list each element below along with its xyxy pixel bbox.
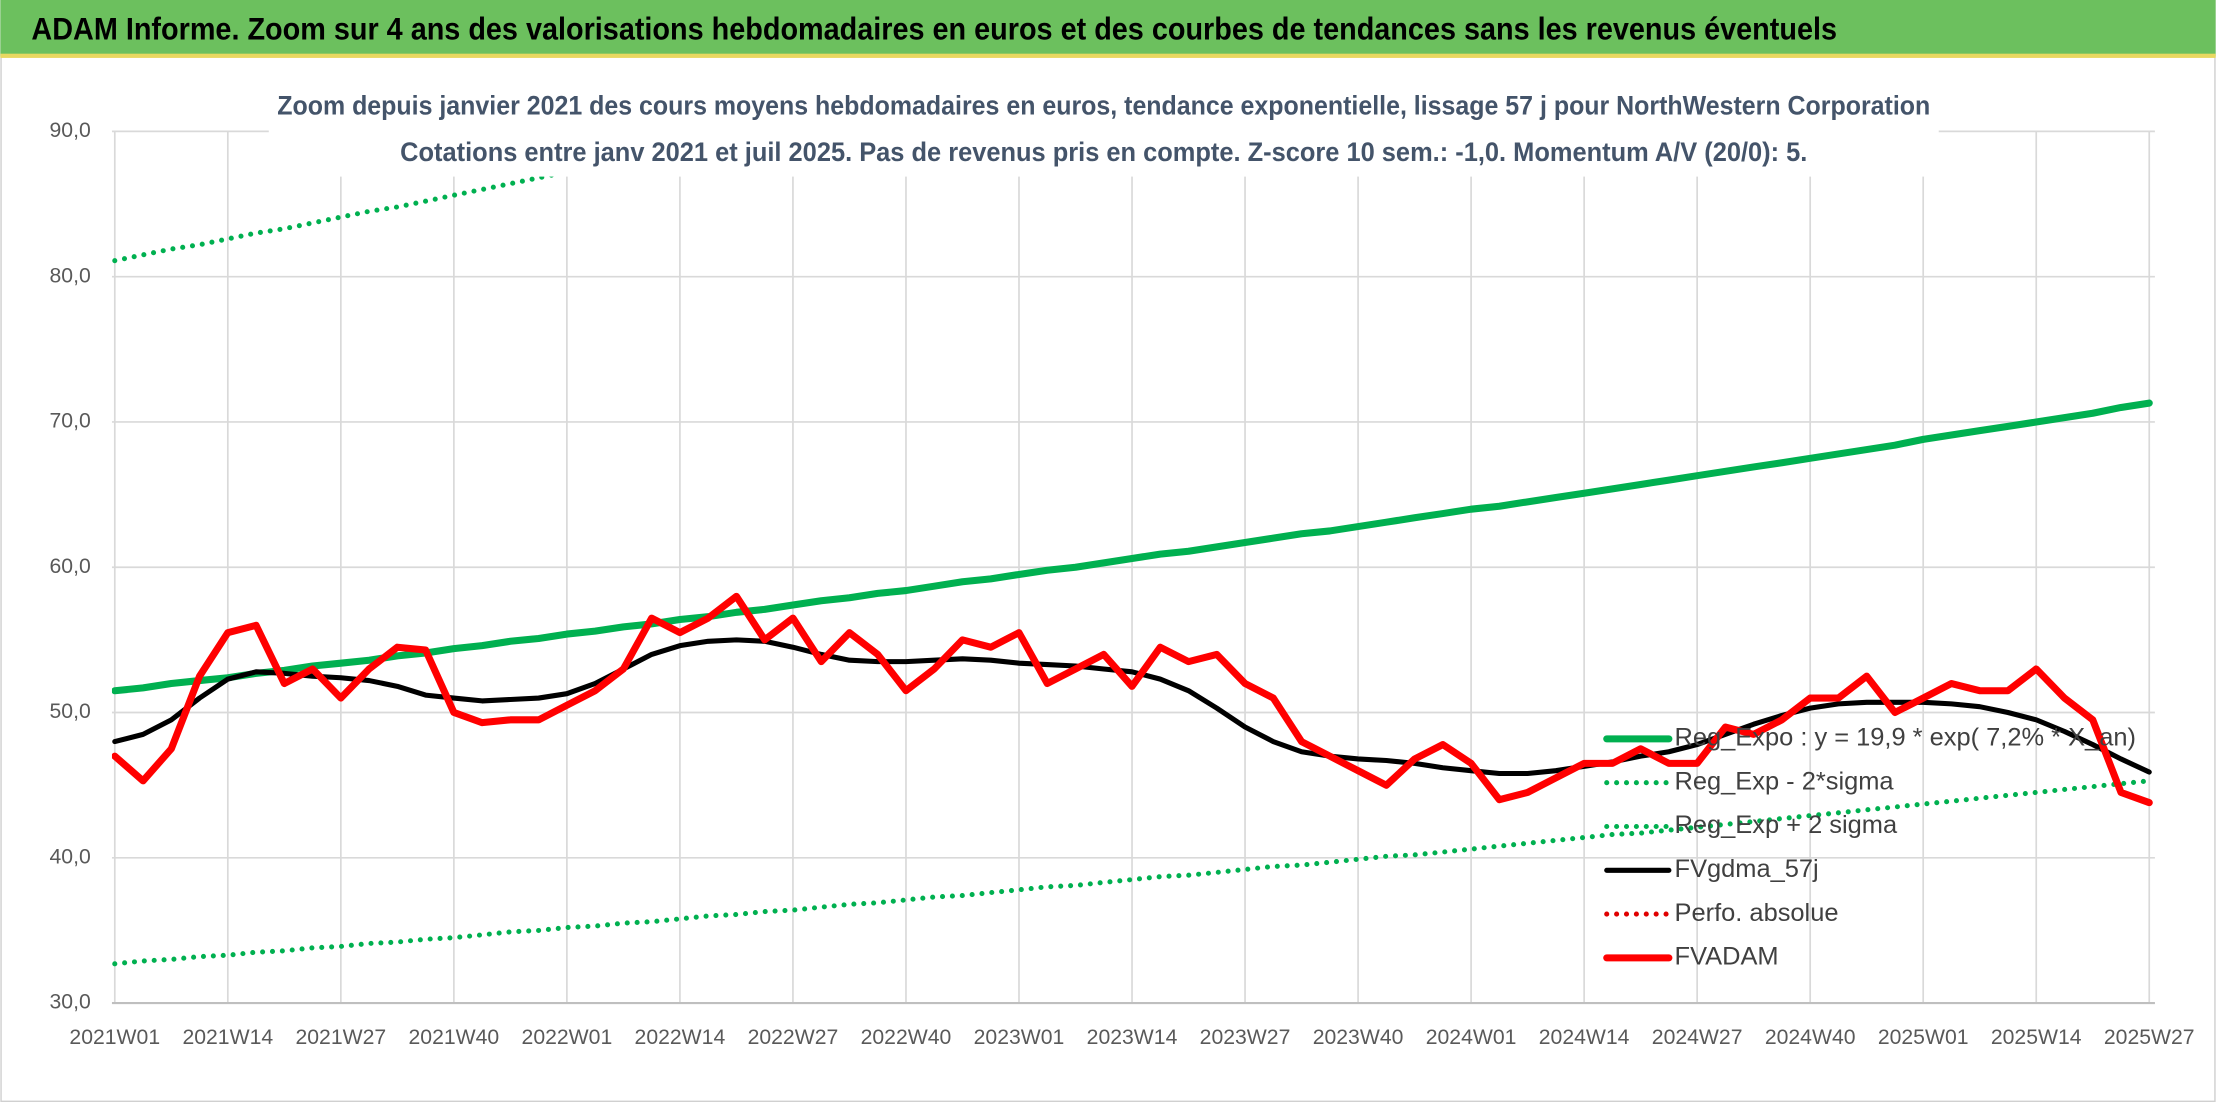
y-tick-label: 90,0	[50, 119, 91, 142]
series-line	[112, 124, 812, 264]
x-tick-label: 2023W27	[1200, 1026, 1291, 1049]
x-tick-label: 2021W14	[182, 1026, 273, 1049]
page-title: ADAM Informe. Zoom sur 4 ans des valoris…	[31, 11, 1837, 46]
x-tick-label: 2023W14	[1087, 1026, 1178, 1049]
header-bar	[0, 0, 2216, 57]
y-tick-label: 40,0	[50, 845, 91, 868]
x-tick-label: 2025W01	[1878, 1026, 1969, 1049]
x-tick-label: 2021W40	[409, 1026, 500, 1049]
x-tick-label: 2025W27	[2104, 1026, 2195, 1049]
y-tick-label: 30,0	[50, 991, 91, 1014]
header-rule	[0, 53, 2216, 58]
x-tick-label: 2022W01	[522, 1026, 613, 1049]
series-line	[111, 399, 2153, 695]
x-tick-label: 2022W27	[748, 1026, 839, 1049]
title-box	[268, 80, 1939, 177]
legend-label: Reg_Exp - 2*sigma	[1675, 767, 1895, 795]
y-tick-label: 60,0	[50, 555, 91, 578]
legend-label: FVgdma_57j	[1675, 855, 1819, 883]
x-tick-label: 2024W40	[1765, 1026, 1856, 1049]
y-tick-label: 80,0	[50, 264, 91, 287]
legend-label: Reg_Expo : y = 19,9 * exp( 7,2% * X_an)	[1675, 724, 2136, 752]
y-tick-label: 50,0	[50, 700, 91, 723]
legend-label: Perfo. absolue	[1675, 899, 1839, 927]
series-line	[112, 637, 2152, 777]
legend: Reg_Expo : y = 19,9 * exp( 7,2% * X_an) R…	[1603, 724, 2136, 971]
legend-label: Reg_Exp + 2 sigma	[1675, 811, 1898, 839]
y-tick-label: 70,0	[50, 410, 91, 433]
x-tick-label: 2022W40	[861, 1026, 952, 1049]
chart-subtitle: Cotations entre janv 2021 et juil 2025. …	[400, 137, 1807, 167]
x-tick-label: 2023W40	[1313, 1026, 1404, 1049]
x-tick-label: 2024W27	[1652, 1026, 1743, 1049]
x-tick-label: 2025W14	[1991, 1026, 2082, 1049]
chart-title: Zoom depuis janvier 2021 des cours moyen…	[277, 90, 1930, 120]
series-line	[111, 592, 2153, 807]
series-layer	[111, 124, 2153, 967]
x-tick-label: 2022W14	[635, 1026, 726, 1049]
x-tick-label: 2023W01	[974, 1026, 1065, 1049]
grid: 30,0 40,0 50,0 60,0 70,0 80,0 90,0 2021W01 2021W…	[50, 119, 2195, 1049]
x-tick-label: 2021W01	[69, 1026, 160, 1049]
x-tick-label: 2021W27	[295, 1026, 386, 1049]
x-tick-label: 2024W01	[1426, 1026, 1517, 1049]
x-tick-label: 2024W14	[1539, 1026, 1630, 1049]
legend-label: FVADAM	[1675, 943, 1779, 971]
series-line	[112, 778, 2152, 967]
